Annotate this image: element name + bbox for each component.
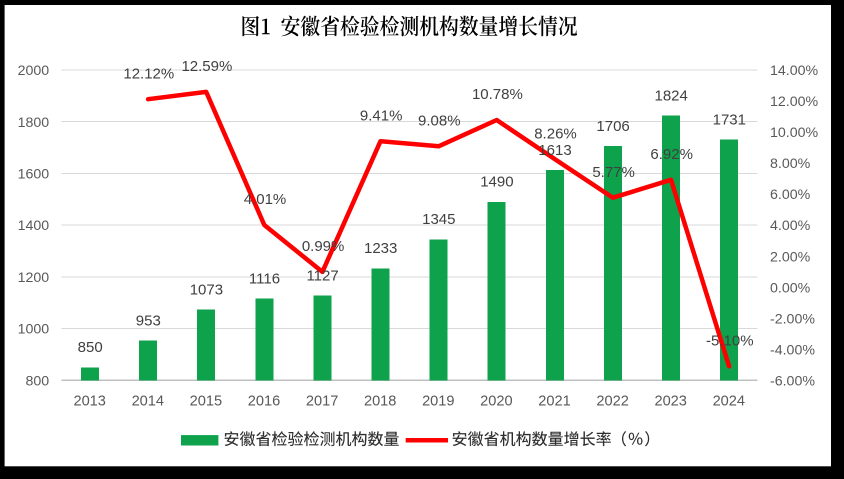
svg-text:1800: 1800 [18, 115, 50, 131]
svg-text:2020: 2020 [480, 394, 512, 410]
svg-text:1400: 1400 [18, 218, 50, 234]
svg-text:2023: 2023 [654, 394, 686, 410]
svg-text:12.59%: 12.59% [181, 58, 232, 75]
svg-text:2017: 2017 [306, 394, 338, 410]
svg-text:1200: 1200 [18, 270, 50, 286]
svg-text:-6.00%: -6.00% [770, 373, 815, 389]
svg-text:1127: 1127 [306, 268, 338, 285]
svg-text:1345: 1345 [422, 211, 455, 228]
svg-text:2018: 2018 [364, 394, 396, 410]
svg-text:2019: 2019 [422, 394, 454, 410]
svg-text:2.00%: 2.00% [770, 249, 811, 265]
svg-text:8.00%: 8.00% [770, 156, 811, 172]
svg-text:1613: 1613 [538, 142, 571, 159]
svg-text:-2.00%: -2.00% [770, 311, 815, 327]
svg-text:1233: 1233 [364, 240, 397, 257]
svg-text:-5.10%: -5.10% [706, 333, 754, 350]
svg-text:10.00%: 10.00% [770, 125, 819, 141]
svg-text:6.92%: 6.92% [650, 146, 693, 163]
svg-text:800: 800 [26, 373, 50, 389]
svg-text:1731: 1731 [713, 111, 746, 128]
svg-text:0.99%: 0.99% [302, 238, 345, 255]
svg-text:4.01%: 4.01% [244, 191, 287, 208]
svg-text:1600: 1600 [18, 167, 50, 183]
svg-text:-4.00%: -4.00% [770, 342, 815, 358]
svg-text:850: 850 [78, 339, 103, 356]
svg-text:1073: 1073 [190, 282, 223, 299]
svg-text:1116: 1116 [249, 270, 280, 287]
svg-text:1824: 1824 [655, 87, 688, 104]
svg-text:5.77%: 5.77% [592, 164, 635, 181]
svg-text:2000: 2000 [18, 63, 50, 79]
svg-text:953: 953 [136, 313, 161, 330]
svg-text:2016: 2016 [248, 394, 280, 410]
svg-text:2022: 2022 [596, 394, 628, 410]
svg-text:0.00%: 0.00% [770, 280, 811, 296]
svg-text:9.08%: 9.08% [418, 113, 461, 130]
svg-text:2015: 2015 [190, 394, 222, 410]
svg-text:2013: 2013 [73, 394, 105, 410]
svg-text:2024: 2024 [713, 394, 745, 410]
svg-text:2021: 2021 [538, 394, 570, 410]
svg-text:12.00%: 12.00% [770, 94, 819, 110]
svg-text:12.12%: 12.12% [123, 65, 174, 82]
svg-text:1706: 1706 [596, 118, 629, 135]
svg-text:1490: 1490 [480, 174, 513, 191]
svg-text:9.41%: 9.41% [360, 107, 403, 124]
svg-text:2014: 2014 [132, 394, 164, 410]
svg-text:1000: 1000 [18, 322, 50, 338]
svg-text:6.00%: 6.00% [770, 187, 811, 203]
svg-text:8.26%: 8.26% [534, 125, 577, 142]
svg-text:14.00%: 14.00% [770, 63, 819, 79]
svg-text:4.00%: 4.00% [770, 218, 811, 234]
svg-text:10.78%: 10.78% [472, 86, 523, 103]
